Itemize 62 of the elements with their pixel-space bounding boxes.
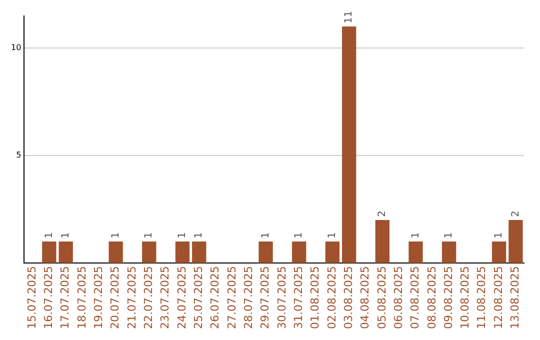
- bar: [508, 220, 523, 264]
- data-label: 1: [144, 232, 155, 239]
- x-tick-label: 23.07.2025: [158, 266, 172, 330]
- x-tick-label: 16.07.2025: [42, 266, 56, 330]
- data-label: 1: [177, 232, 188, 239]
- data-label: 1: [60, 232, 72, 239]
- x-tick-label: 13.08.2025: [508, 266, 522, 330]
- x-tick-label: 08.08.2025: [425, 266, 438, 330]
- x-tick-label: 28.07.2025: [242, 266, 255, 330]
- data-label: 1: [260, 232, 272, 239]
- y-tick-label: 5: [16, 150, 22, 160]
- bar: [442, 242, 456, 264]
- x-tick-label: 04.08.2025: [358, 266, 372, 330]
- x-tick-label: 17.07.2025: [58, 266, 72, 330]
- x-tick-label: 12.08.2025: [492, 266, 505, 330]
- x-tick-label: 11.08.2025: [475, 266, 488, 330]
- bar: [408, 242, 423, 264]
- y-tick-label: 10: [10, 43, 22, 52]
- x-tick-label: 21.07.2025: [125, 266, 138, 330]
- bar: [175, 242, 190, 264]
- x-tick-label: 06.08.2025: [392, 266, 405, 330]
- bar: [258, 242, 273, 264]
- x-tick-label: 10.08.2025: [458, 266, 472, 330]
- data-label: 11: [344, 10, 355, 24]
- data-label: 2: [377, 210, 388, 218]
- x-tick-label: 01.08.2025: [308, 266, 322, 330]
- x-tick-label: 24.07.2025: [175, 266, 188, 330]
- data-label: 1: [44, 232, 55, 239]
- x-tick-label: 18.07.2025: [75, 266, 88, 330]
- x-tick-label: 27.07.2025: [225, 266, 238, 330]
- data-label: 1: [110, 232, 122, 239]
- x-tick-label: 15.07.2025: [25, 266, 38, 330]
- x-tick-label: 05.08.2025: [375, 266, 388, 330]
- bar: [492, 242, 506, 264]
- data-label: 1: [327, 232, 338, 239]
- x-tick-label: 22.07.2025: [142, 266, 155, 330]
- bar: [292, 242, 306, 264]
- data-label: 1: [294, 232, 305, 239]
- data-label: 1: [410, 232, 422, 239]
- x-tick-label: 29.07.2025: [258, 266, 272, 330]
- x-tick-label: 25.07.2025: [192, 266, 205, 330]
- x-tick-label: 03.08.2025: [342, 266, 355, 330]
- data-label: 1: [494, 232, 505, 239]
- bar: [342, 26, 356, 264]
- x-tick-label: 30.07.2025: [275, 266, 288, 330]
- data-label: 1: [444, 232, 455, 239]
- bar: [325, 242, 340, 264]
- bar: [58, 242, 73, 264]
- x-tick-label: 19.07.2025: [92, 266, 106, 330]
- x-tick-label: 26.07.2025: [208, 266, 222, 330]
- x-tick-label: 20.07.2025: [108, 266, 122, 330]
- bar: [42, 242, 56, 264]
- bar: [375, 220, 390, 264]
- data-label: 2: [510, 210, 522, 218]
- bar: [108, 242, 123, 264]
- x-tick-label: 31.07.2025: [292, 266, 305, 330]
- x-tick-label: 02.08.2025: [325, 266, 338, 330]
- x-tick-label: 07.08.2025: [408, 266, 422, 330]
- data-label: 1: [194, 232, 205, 239]
- bar: [142, 242, 156, 264]
- bar: [192, 242, 206, 264]
- x-tick-label: 09.08.2025: [442, 266, 455, 330]
